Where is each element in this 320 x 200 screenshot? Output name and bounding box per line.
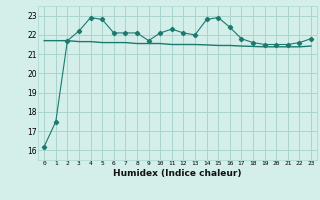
- X-axis label: Humidex (Indice chaleur): Humidex (Indice chaleur): [113, 169, 242, 178]
